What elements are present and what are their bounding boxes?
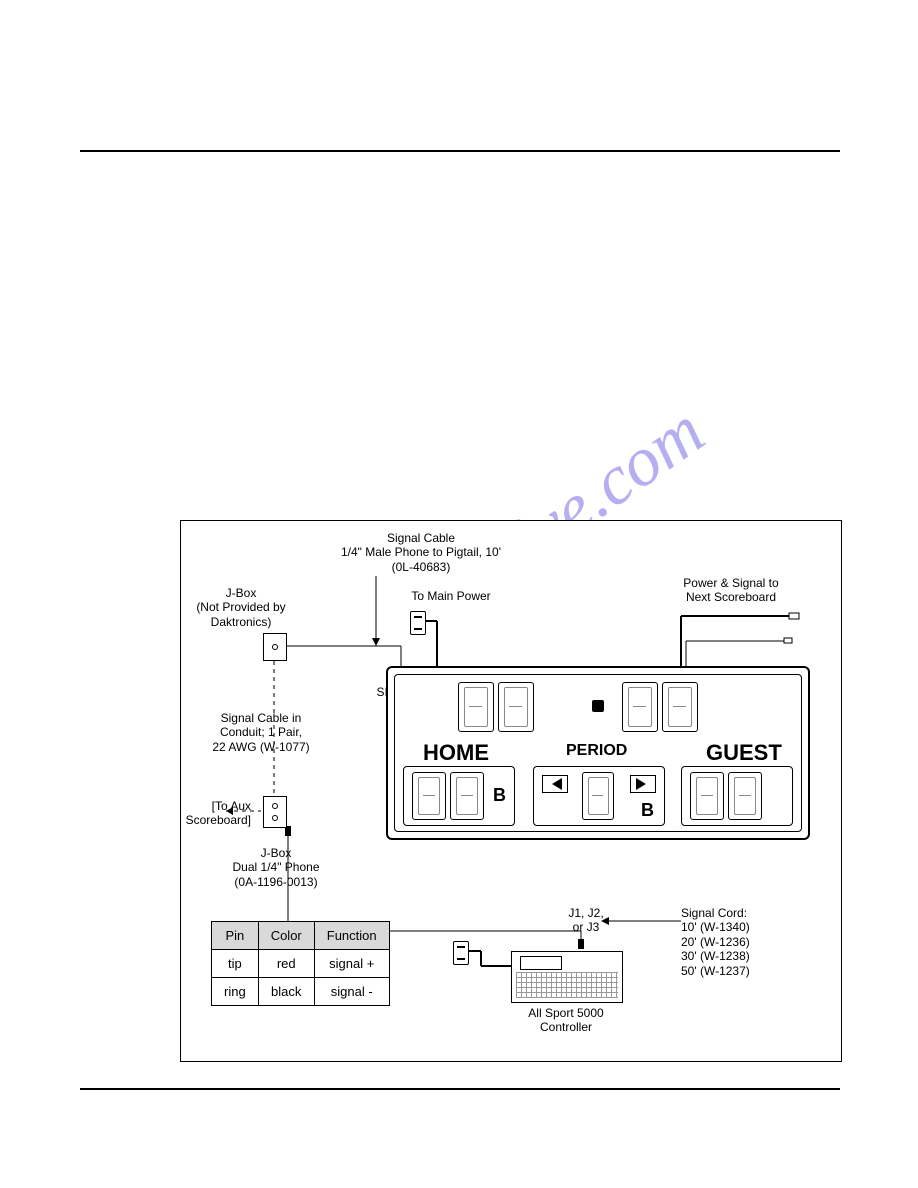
pin-cell: signal - bbox=[314, 978, 389, 1006]
controller-box bbox=[511, 951, 623, 1003]
pin-header-function: Function bbox=[314, 922, 389, 950]
label-controller: All Sport 5000Controller bbox=[511, 1006, 621, 1035]
label-to-main-power: To Main Power bbox=[401, 589, 501, 603]
label-j123: J1, J2,or J3 bbox=[556, 906, 616, 935]
outlet-controller bbox=[453, 941, 469, 965]
jbox-dual bbox=[263, 796, 287, 828]
label-period: PERIOD bbox=[566, 742, 627, 760]
bonus-home: B bbox=[493, 785, 506, 806]
label-to-aux: [To AuxScoreboard] bbox=[171, 799, 251, 828]
scoreboard: HOME PERIOD GUEST B B bbox=[386, 666, 810, 840]
label-guest: GUEST bbox=[706, 740, 782, 766]
diagram-frame: Signal Cable1/4" Male Phone to Pigtail, … bbox=[180, 520, 842, 1062]
pin-header-color: Color bbox=[258, 922, 314, 950]
label-power-signal-next: Power & Signal toNext Scoreboard bbox=[666, 576, 796, 605]
bonus-period: B bbox=[641, 800, 654, 821]
outlet-main bbox=[410, 611, 426, 635]
pin-table: Pin Color Function tip red signal + ring… bbox=[211, 921, 390, 1006]
pin-header-pin: Pin bbox=[212, 922, 259, 950]
pin-cell: ring bbox=[212, 978, 259, 1006]
pin-cell: tip bbox=[212, 950, 259, 978]
label-home: HOME bbox=[423, 740, 489, 766]
label-jbox-top: J-Box(Not Provided byDaktronics) bbox=[181, 586, 301, 629]
label-signal-cable: Signal Cable1/4" Male Phone to Pigtail, … bbox=[321, 531, 521, 574]
label-signal-conduit: Signal Cable inConduit; 1 Pair,22 AWG (W… bbox=[201, 711, 321, 754]
label-signal-cord: Signal Cord:10' (W-1340)20' (W-1236)30' … bbox=[681, 906, 791, 978]
pin-cell: black bbox=[258, 978, 314, 1006]
pin-cell: signal + bbox=[314, 950, 389, 978]
label-jbox-dual: J-BoxDual 1/4" Phone(0A-1196-0013) bbox=[216, 846, 336, 889]
pin-cell: red bbox=[258, 950, 314, 978]
jbox-top bbox=[263, 633, 287, 661]
